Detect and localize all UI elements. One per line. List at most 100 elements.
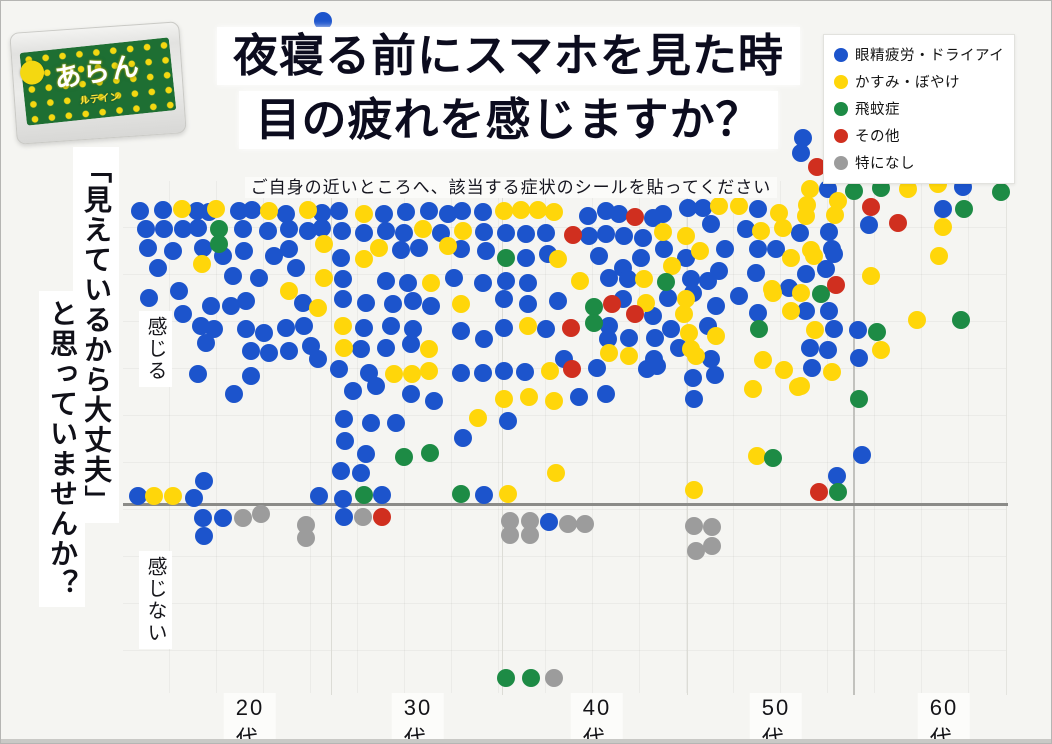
sticker-dot-red	[862, 198, 880, 216]
sticker-dot-blue	[149, 259, 167, 277]
sticker-dot-yellow	[385, 365, 403, 383]
sticker-dot-yellow	[571, 272, 589, 290]
sticker-dot-blue	[362, 414, 380, 432]
sticker-dot-blue	[749, 240, 767, 258]
sticker-dot-blue	[662, 320, 680, 338]
sticker-dot-yellow	[439, 237, 457, 255]
sticker-dot-blue	[259, 222, 277, 240]
sticker-dot-green	[585, 298, 603, 316]
sticker-dot-yellow	[173, 200, 191, 218]
legend-item-green: 飛蚊症	[834, 98, 1004, 119]
sticker-dot-blue	[615, 227, 633, 245]
sticker-dot-yellow	[422, 274, 440, 292]
sticker-dot-blue	[452, 364, 470, 382]
sticker-dot-blue	[313, 219, 331, 237]
legend-label: 飛蚊症	[855, 102, 900, 118]
sticker-dot-blue	[377, 222, 395, 240]
legend-item-yellow: かすみ・ぼやけ	[834, 71, 1004, 92]
legend-item-blue: 眼精疲労・ドライアイ	[834, 44, 1004, 65]
sticker-dot-blue	[677, 249, 695, 267]
poster-title: 夜寝る前にスマホを見た時 目の疲れを感じますか？	[186, 27, 831, 149]
legend: 眼精疲労・ドライアイ かすみ・ぼやけ 飛蚊症 その他 特になし	[823, 34, 1015, 184]
sticker-dot-blue	[235, 242, 253, 260]
sticker-dot-blue	[706, 366, 724, 384]
sticker-dot-yellow	[748, 447, 766, 465]
sticker-dot-blue	[425, 392, 443, 410]
sticker-dot-blue	[477, 242, 495, 260]
sticker-dot-green	[497, 249, 515, 267]
sticker-dot-blue	[260, 344, 278, 362]
sticker-dot-blue	[330, 202, 348, 220]
sticker-dot-yellow	[872, 341, 890, 359]
sticker-dot-yellow	[414, 220, 432, 238]
sticker-dot-blue	[404, 320, 422, 338]
sticker-dot-yellow	[403, 365, 421, 383]
sticker-dot-gray	[703, 537, 721, 555]
sticker-dot-blue	[716, 240, 734, 258]
sticker-dot-blue	[439, 205, 457, 223]
sticker-dot-yellow	[145, 487, 163, 505]
product-photo: あらん ルテイン	[9, 21, 187, 145]
sticker-dot-blue	[682, 270, 700, 288]
sticker-dot-blue	[335, 508, 353, 526]
sticker-dot-blue	[375, 205, 393, 223]
sticker-dot-blue	[737, 220, 755, 238]
sticker-dot-blue	[648, 357, 666, 375]
sticker-dot-blue	[445, 269, 463, 287]
x-axis-label-40s: 40代	[570, 693, 624, 743]
sticker-dot-gray	[703, 518, 721, 536]
sticker-dot-yellow	[899, 180, 917, 198]
sticker-dot-blue	[309, 350, 327, 368]
yellow-dot-icon	[834, 74, 848, 89]
product-tagline: ルテイン	[79, 91, 121, 107]
sticker-dot-green	[952, 311, 970, 329]
sticker-dot-yellow	[620, 347, 638, 365]
legend-label: かすみ・ぼやけ	[855, 75, 960, 91]
sticker-dot-yellow	[792, 284, 810, 302]
sticker-dot-green	[522, 669, 540, 687]
sticker-dot-yellow	[315, 269, 333, 287]
sticker-dot-yellow	[499, 485, 517, 503]
sticker-dot-blue	[495, 362, 513, 380]
sticker-dot-blue	[265, 247, 283, 265]
sticker-dot-blue	[242, 367, 260, 385]
red-dot-icon	[834, 128, 848, 143]
sticker-dot-red	[562, 319, 580, 337]
sticker-dot-blue	[313, 204, 331, 222]
sticker-dot-yellow	[454, 222, 472, 240]
sticker-dot-blue	[597, 225, 615, 243]
sticker-dot-blue	[336, 432, 354, 450]
sticker-dot-blue	[155, 220, 173, 238]
sticker-dot-blue	[357, 445, 375, 463]
sticker-dot-yellow	[600, 344, 618, 362]
sticker-dot-blue	[402, 335, 420, 353]
sticker-dot-yellow	[545, 392, 563, 410]
legend-item-gray: 特になし	[834, 152, 1004, 173]
sticker-dot-blue	[537, 224, 555, 242]
sticker-dot-yellow	[908, 311, 926, 329]
sticker-dot-yellow	[764, 284, 782, 302]
sticker-dot-blue	[225, 385, 243, 403]
sticker-dot-blue	[634, 229, 652, 247]
sticker-dot-green	[657, 273, 675, 291]
sticker-dot-gray	[234, 509, 252, 527]
sticker-dot-gray	[559, 515, 577, 533]
sticker-dot-blue	[137, 220, 155, 238]
sticker-dot-red	[563, 360, 581, 378]
sticker-dot-yellow	[677, 227, 695, 245]
sticker-dot-blue	[399, 274, 417, 292]
sticker-dot-blue	[194, 509, 212, 527]
sticker-dot-blue	[820, 223, 838, 241]
sticker-dot-yellow	[663, 257, 681, 275]
sticker-dot-blue	[549, 292, 567, 310]
sticker-dot-yellow	[707, 327, 725, 345]
sticker-dot-blue	[495, 290, 513, 308]
sticker-dot-yellow	[934, 218, 952, 236]
sticker-dot-yellow	[823, 363, 841, 381]
sticker-dot-red	[827, 276, 845, 294]
sticker-dot-blue	[497, 224, 515, 242]
sticker-dot-blue	[294, 294, 312, 312]
sticker-dot-yellow	[805, 247, 823, 265]
sticker-dot-gray	[354, 508, 372, 526]
sticker-dot-yellow	[355, 250, 373, 268]
